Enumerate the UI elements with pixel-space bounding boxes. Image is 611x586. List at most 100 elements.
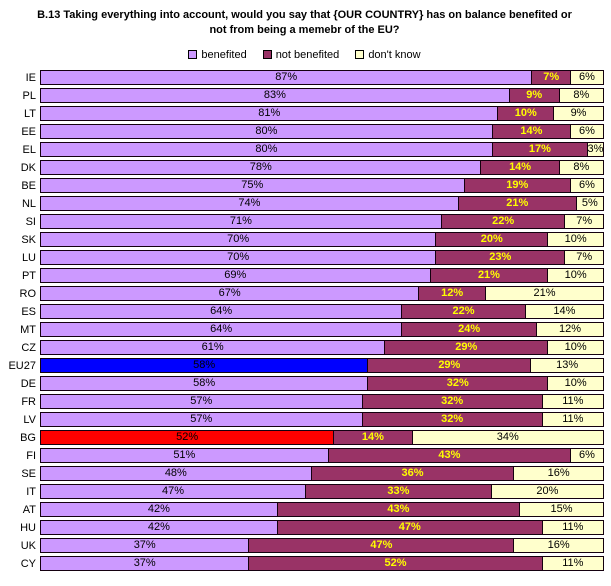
segment-dont_know-bg: 34% [411, 430, 604, 446]
segment-dont_know-si: 7% [564, 214, 604, 230]
bar-row-dk: DK 78% 14% 8% [3, 159, 606, 177]
bar-row-be: BE 75% 19% 6% [3, 177, 606, 195]
stacked-bar-it: 47% 33% 20% [40, 484, 606, 500]
country-label-lu: LU [21, 251, 36, 264]
segment-benefited-uk: 37% [40, 538, 250, 554]
segment-benefited-lv: 57% [40, 412, 363, 428]
segment-dont_know-ee: 6% [570, 124, 604, 140]
legend-swatch-not_benefited [262, 50, 272, 60]
segment-not_benefited-bg: 14% [333, 430, 413, 446]
segment-not_benefited-pl: 9% [508, 88, 560, 104]
segment-not_benefited-pt: 21% [429, 268, 549, 284]
segment-not_benefited-cz: 29% [384, 340, 549, 356]
segment-benefited-sk: 70% [40, 232, 437, 248]
stacked-bar-sk: 70% 20% 10% [40, 232, 606, 248]
segment-benefited-se: 48% [40, 466, 312, 482]
stacked-bar-lu: 70% 23% 7% [40, 250, 606, 266]
country-label-hu: HU [20, 521, 36, 534]
country-label-el: EL [22, 143, 36, 156]
bar-row-cz: CZ 61% 29% 10% [3, 339, 606, 357]
country-label-dk: DK [20, 161, 36, 174]
country-label-eu27: EU27 [8, 359, 36, 372]
country-label-ro: RO [19, 287, 37, 300]
stacked-bar-pt: 69% 21% 10% [40, 268, 606, 284]
bar-row-el: EL 80% 17% 3% [3, 141, 606, 159]
stacked-bar-nl: 74% 21% 5% [40, 196, 606, 212]
country-label-nl: NL [21, 197, 36, 210]
stacked-bar-de: 58% 32% 10% [40, 376, 606, 392]
bar-row-lv: LV 57% 32% 11% [3, 411, 606, 429]
segment-dont_know-pt: 10% [547, 268, 604, 284]
segment-benefited-pl: 83% [40, 88, 510, 104]
segment-benefited-hu: 42% [40, 520, 278, 536]
bar-row-cy: CY 37% 52% 11% [3, 555, 606, 573]
segment-dont_know-ie: 6% [570, 70, 604, 86]
bar-row-mt: MT 64% 24% 12% [3, 321, 606, 339]
segment-benefited-bg: 52% [40, 430, 335, 446]
stacked-bar-ee: 80% 14% 6% [40, 124, 606, 140]
stacked-bar-es: 64% 22% 14% [40, 304, 606, 320]
segment-dont_know-eu27: 13% [530, 358, 604, 374]
segment-dont_know-be: 6% [570, 178, 604, 194]
bar-row-pt: PT 69% 21% 10% [3, 267, 606, 285]
country-label-lv: LV [23, 413, 36, 426]
segment-dont_know-pl: 8% [558, 88, 604, 104]
legend-swatch-dont_know [355, 50, 365, 60]
segment-not_benefited-fr: 32% [361, 394, 543, 410]
segment-dont_know-de: 10% [547, 376, 604, 392]
legend-label-not_benefited: not benefited [275, 48, 340, 61]
chart-title: B.13 Taking everything into account, wou… [3, 8, 606, 39]
stacked-bar-fi: 51% 43% 6% [40, 448, 606, 464]
country-label-se: SE [21, 467, 36, 480]
segment-benefited-pt: 69% [40, 268, 431, 284]
segment-dont_know-uk: 16% [513, 538, 604, 554]
segment-benefited-lt: 81% [40, 106, 499, 122]
stacked-bar-se: 48% 36% 16% [40, 466, 606, 482]
segment-dont_know-el: 3% [587, 142, 604, 158]
segment-dont_know-fr: 11% [541, 394, 604, 410]
bar-row-ro: RO 67% 12% 21% [3, 285, 606, 303]
country-label-de: DE [20, 377, 36, 390]
segment-not_benefited-eu27: 29% [367, 358, 532, 374]
segment-not_benefited-de: 32% [367, 376, 549, 392]
segment-not_benefited-ie: 7% [531, 70, 572, 86]
segment-not_benefited-si: 22% [440, 214, 566, 230]
stacked-bar-el: 80% 17% 3% [40, 142, 606, 158]
bar-row-bg: BG 52% 14% 34% [3, 429, 606, 447]
segment-dont_know-lv: 11% [541, 412, 604, 428]
segment-not_benefited-lu: 23% [435, 250, 566, 266]
segment-not_benefited-lv: 32% [361, 412, 543, 428]
segment-benefited-si: 71% [40, 214, 442, 230]
segment-dont_know-nl: 5% [575, 196, 604, 212]
segment-not_benefited-ee: 14% [491, 124, 572, 140]
country-label-at: AT [22, 503, 36, 516]
segment-dont_know-cz: 10% [547, 340, 604, 356]
segment-dont_know-it: 20% [490, 484, 604, 500]
stacked-bar-hu: 42% 47% 11% [40, 520, 606, 536]
bar-row-hu: HU 42% 47% 11% [3, 519, 606, 537]
segment-not_benefited-uk: 47% [248, 538, 515, 554]
stacked-bar-eu27: 58% 29% 13% [40, 358, 606, 374]
bar-row-at: AT 42% 43% 15% [3, 501, 606, 519]
legend-item-dont_know: don't know [355, 49, 421, 61]
country-label-si: SI [25, 215, 36, 228]
segment-benefited-de: 58% [40, 376, 369, 392]
stacked-bar-dk: 78% 14% 8% [40, 160, 606, 176]
country-label-fr: FR [21, 395, 36, 408]
bar-row-se: SE 48% 36% 16% [3, 465, 606, 483]
bar-row-sk: SK 70% 20% 10% [3, 231, 606, 249]
stacked-bar-ro: 67% 12% 21% [40, 286, 606, 302]
segment-dont_know-ro: 21% [485, 286, 604, 302]
bar-row-ee: EE 80% 14% 6% [3, 123, 606, 141]
segment-benefited-fr: 57% [40, 394, 363, 410]
country-label-cy: CY [20, 557, 36, 570]
segment-not_benefited-dk: 14% [480, 160, 560, 176]
segment-not_benefited-mt: 24% [401, 322, 538, 338]
country-label-uk: UK [20, 539, 36, 552]
bar-row-pl: PL 83% 9% 8% [3, 87, 606, 105]
country-label-bg: BG [20, 431, 36, 444]
bar-row-lu: LU 70% 23% 7% [3, 249, 606, 267]
stacked-bar-be: 75% 19% 6% [40, 178, 606, 194]
stacked-bar-at: 42% 43% 15% [40, 502, 606, 518]
